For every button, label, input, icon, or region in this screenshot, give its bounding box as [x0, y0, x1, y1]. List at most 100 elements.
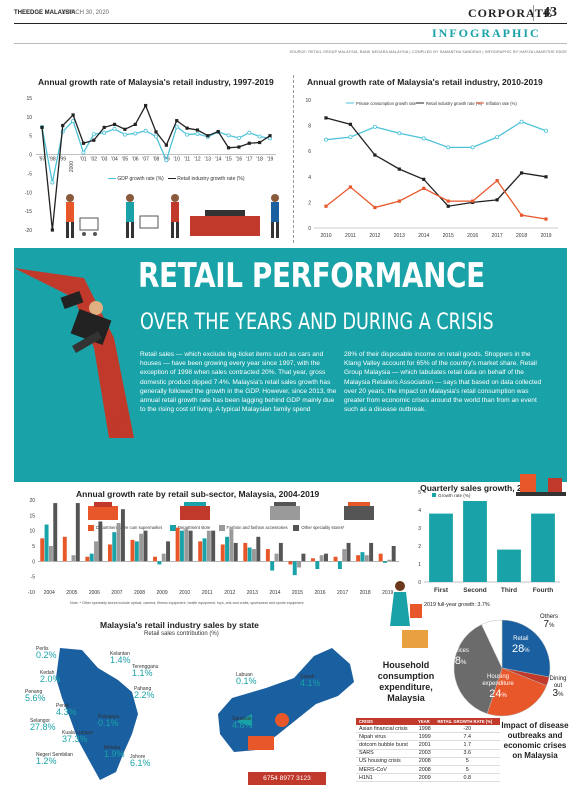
y-tick-label: 1	[418, 562, 421, 568]
table-row: dotcom bubble burst 2001 1.7	[356, 740, 500, 750]
data-point	[216, 129, 220, 134]
bar	[40, 538, 45, 562]
data-point	[123, 127, 127, 131]
bar	[324, 553, 328, 562]
data-point	[195, 131, 200, 136]
x-tick-label: 2015	[443, 233, 454, 239]
state-selangor: Selangor 27.8%	[30, 718, 56, 732]
x-tick-label: 2012	[224, 590, 235, 596]
data-point	[446, 199, 450, 203]
x-tick-label: '05	[122, 157, 129, 163]
data-point	[195, 128, 200, 132]
bar	[265, 549, 270, 562]
data-point	[81, 141, 86, 145]
bar	[107, 544, 112, 562]
y-tick-label: -20	[25, 228, 32, 234]
x-tick-label: First	[434, 587, 449, 594]
chart1-legend: GDP growth rate (%) Retail industry grow…	[108, 176, 245, 182]
crisis-name: Asian financial crisis	[356, 725, 416, 734]
bar	[116, 523, 121, 562]
bar	[364, 555, 369, 562]
bar	[85, 556, 90, 562]
data-point	[544, 175, 548, 179]
data-point	[495, 198, 499, 202]
col-year: YEAR	[415, 718, 435, 725]
table-row: MERS-CoV 2008 5	[356, 765, 500, 775]
col-growth: RETAIL GROWTH RATE (%)	[434, 718, 500, 725]
crisis-growth: 5	[434, 765, 500, 775]
data-point	[268, 134, 272, 138]
bar	[301, 553, 306, 562]
state-terengganu: Terengganu 1.1%	[132, 664, 159, 678]
publication-brand: THEEDGE MALAYSIA	[14, 10, 76, 16]
x-tick-label: '98	[49, 157, 56, 163]
x-tick-label: 2011	[345, 233, 356, 239]
bar	[161, 553, 166, 562]
x-tick-label: '01	[80, 157, 87, 163]
crisis-year: 2008	[415, 765, 435, 775]
y-tick-label: 0	[308, 226, 311, 232]
data-point	[102, 125, 106, 130]
crisis-name: SARS	[356, 749, 416, 758]
data-point	[206, 134, 210, 138]
crisis-growth: -20	[434, 725, 500, 734]
state-perlis: Perlis 0.2%	[36, 646, 57, 660]
table-row: US housing crisis 2008 5	[356, 757, 500, 766]
data-point	[50, 180, 55, 185]
chart4-title: Quarterly sales growth, 2019	[420, 483, 536, 493]
chart3-legend: Department store cum supermarket Departm…	[88, 525, 344, 531]
data-point	[324, 204, 328, 208]
data-point	[174, 124, 179, 129]
x-tick-label: 2004	[44, 590, 55, 596]
data-point	[61, 123, 65, 128]
x-tick-label: 2016	[314, 590, 325, 596]
legend-label: Inflation rate (%)	[486, 101, 517, 106]
crises-table-header: CRISIS YEAR RETAIL GROWTH RATE (%)	[356, 718, 500, 725]
crisis-year: 2008	[415, 757, 435, 766]
x-tick-label: '08	[153, 157, 160, 163]
data-point	[495, 135, 500, 140]
data-point	[102, 130, 107, 135]
y-tick-label: -15	[25, 209, 32, 215]
bar	[206, 530, 211, 562]
crisis-year: 2001	[415, 740, 435, 750]
data-point	[164, 158, 169, 163]
y-tick-label: -5	[28, 171, 33, 177]
chart4-footer: 2019 full-year growth: 3.7%	[424, 602, 490, 608]
chart3-note: Note: * Other speciality stores include …	[70, 601, 304, 605]
y-tick-label: 0	[418, 580, 421, 586]
legend-gdp-line	[108, 178, 116, 180]
bar	[225, 536, 230, 562]
x-tick-label: '97	[39, 157, 46, 163]
x-tick-label: 2013	[394, 233, 405, 239]
x-tick-label: '04	[111, 157, 118, 163]
map-subtitle: Retail sales contribution (%)	[144, 631, 219, 637]
x-tick-label: '13	[205, 157, 212, 163]
bar	[44, 524, 49, 562]
legend-department-supermarket: Department store cum supermarket	[96, 525, 162, 531]
data-point	[397, 131, 402, 136]
data-point	[348, 122, 353, 126]
data-point	[348, 185, 353, 189]
data-point	[71, 113, 75, 117]
x-tick-label: 2013	[247, 590, 258, 596]
crises-title: Impact of disease outbreaks and economic…	[501, 721, 569, 760]
data-point	[372, 124, 377, 129]
x-tick-label: Fourth	[533, 587, 554, 594]
bar	[112, 532, 117, 562]
y-tick-label: 10	[29, 529, 35, 535]
x-tick-label: 2014	[269, 590, 280, 596]
issue-date: MARCH 30, 2020	[62, 10, 110, 16]
header-rule	[14, 23, 567, 24]
y-tick-label: 5	[29, 134, 32, 140]
bar	[369, 542, 374, 562]
bar	[94, 541, 98, 562]
bar	[53, 503, 58, 562]
pie-label-dining: Dining out 3%	[549, 676, 567, 699]
legend-swatch-fashion	[218, 525, 225, 531]
y-tick-label: 5	[32, 544, 35, 550]
data-point	[257, 134, 262, 139]
bar	[247, 547, 252, 562]
bar	[202, 538, 207, 562]
